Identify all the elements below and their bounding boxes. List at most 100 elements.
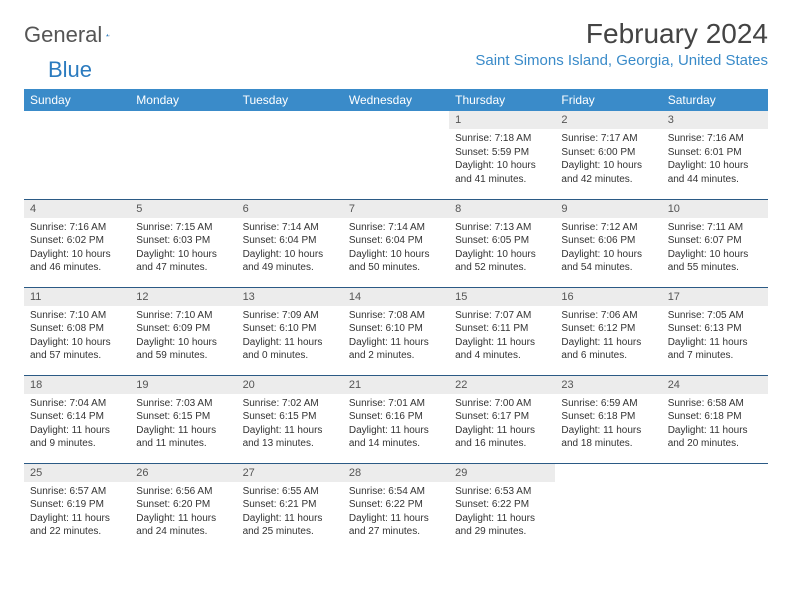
calendar-day-cell: 23Sunrise: 6:59 AMSunset: 6:18 PMDayligh… <box>555 375 661 463</box>
calendar-day-cell: 18Sunrise: 7:04 AMSunset: 6:14 PMDayligh… <box>24 375 130 463</box>
brand-name-1: General <box>24 22 102 48</box>
calendar-day-cell: 5Sunrise: 7:15 AMSunset: 6:03 PMDaylight… <box>130 199 236 287</box>
day-number: 9 <box>555 200 661 218</box>
day-details: Sunrise: 6:56 AMSunset: 6:20 PMDaylight:… <box>130 482 236 545</box>
day-details: Sunrise: 6:54 AMSunset: 6:22 PMDaylight:… <box>343 482 449 545</box>
calendar-day-cell: 24Sunrise: 6:58 AMSunset: 6:18 PMDayligh… <box>662 375 768 463</box>
day-details: Sunrise: 6:53 AMSunset: 6:22 PMDaylight:… <box>449 482 555 545</box>
calendar-day-cell: 8Sunrise: 7:13 AMSunset: 6:05 PMDaylight… <box>449 199 555 287</box>
calendar-day-cell: 29Sunrise: 6:53 AMSunset: 6:22 PMDayligh… <box>449 463 555 551</box>
day-details: Sunrise: 7:07 AMSunset: 6:11 PMDaylight:… <box>449 306 555 369</box>
calendar-day-cell: 22Sunrise: 7:00 AMSunset: 6:17 PMDayligh… <box>449 375 555 463</box>
day-details: Sunrise: 7:04 AMSunset: 6:14 PMDaylight:… <box>24 394 130 457</box>
calendar-body: ........1Sunrise: 7:18 AMSunset: 5:59 PM… <box>24 111 768 551</box>
calendar-week-row: ........1Sunrise: 7:18 AMSunset: 5:59 PM… <box>24 111 768 199</box>
day-details: Sunrise: 7:16 AMSunset: 6:02 PMDaylight:… <box>24 218 130 281</box>
day-number: 17 <box>662 288 768 306</box>
calendar-day-cell: 3Sunrise: 7:16 AMSunset: 6:01 PMDaylight… <box>662 111 768 199</box>
calendar-day-cell: .. <box>555 463 661 551</box>
day-details: Sunrise: 7:00 AMSunset: 6:17 PMDaylight:… <box>449 394 555 457</box>
day-number: 29 <box>449 464 555 482</box>
calendar-day-cell: .. <box>237 111 343 199</box>
day-details: Sunrise: 6:58 AMSunset: 6:18 PMDaylight:… <box>662 394 768 457</box>
day-number: 15 <box>449 288 555 306</box>
day-number: 10 <box>662 200 768 218</box>
day-details: Sunrise: 6:59 AMSunset: 6:18 PMDaylight:… <box>555 394 661 457</box>
brand-logo: General <box>24 22 128 48</box>
day-details: Sunrise: 7:16 AMSunset: 6:01 PMDaylight:… <box>662 129 768 192</box>
calendar-table: SundayMondayTuesdayWednesdayThursdayFrid… <box>24 89 768 551</box>
day-number: 12 <box>130 288 236 306</box>
calendar-day-cell: 14Sunrise: 7:08 AMSunset: 6:10 PMDayligh… <box>343 287 449 375</box>
day-details: Sunrise: 6:55 AMSunset: 6:21 PMDaylight:… <box>237 482 343 545</box>
day-number: 25 <box>24 464 130 482</box>
calendar-day-cell: 11Sunrise: 7:10 AMSunset: 6:08 PMDayligh… <box>24 287 130 375</box>
day-number: 27 <box>237 464 343 482</box>
day-details: Sunrise: 7:13 AMSunset: 6:05 PMDaylight:… <box>449 218 555 281</box>
calendar-day-cell: 2Sunrise: 7:17 AMSunset: 6:00 PMDaylight… <box>555 111 661 199</box>
calendar-day-cell: 21Sunrise: 7:01 AMSunset: 6:16 PMDayligh… <box>343 375 449 463</box>
calendar-day-cell: .. <box>343 111 449 199</box>
calendar-header-row: SundayMondayTuesdayWednesdayThursdayFrid… <box>24 89 768 111</box>
calendar-day-cell: 27Sunrise: 6:55 AMSunset: 6:21 PMDayligh… <box>237 463 343 551</box>
calendar-day-cell: .. <box>662 463 768 551</box>
day-number: 4 <box>24 200 130 218</box>
day-details: Sunrise: 7:15 AMSunset: 6:03 PMDaylight:… <box>130 218 236 281</box>
weekday-header: Wednesday <box>343 89 449 111</box>
calendar-day-cell: 1Sunrise: 7:18 AMSunset: 5:59 PMDaylight… <box>449 111 555 199</box>
calendar-day-cell: 17Sunrise: 7:05 AMSunset: 6:13 PMDayligh… <box>662 287 768 375</box>
day-number: 24 <box>662 376 768 394</box>
calendar-day-cell: 26Sunrise: 6:56 AMSunset: 6:20 PMDayligh… <box>130 463 236 551</box>
location-subtitle: Saint Simons Island, Georgia, United Sta… <box>475 52 768 69</box>
calendar-day-cell: 12Sunrise: 7:10 AMSunset: 6:09 PMDayligh… <box>130 287 236 375</box>
day-details: Sunrise: 7:18 AMSunset: 5:59 PMDaylight:… <box>449 129 555 192</box>
calendar-week-row: 11Sunrise: 7:10 AMSunset: 6:08 PMDayligh… <box>24 287 768 375</box>
calendar-day-cell: 7Sunrise: 7:14 AMSunset: 6:04 PMDaylight… <box>343 199 449 287</box>
calendar-day-cell: 15Sunrise: 7:07 AMSunset: 6:11 PMDayligh… <box>449 287 555 375</box>
day-number: 26 <box>130 464 236 482</box>
day-details: Sunrise: 7:14 AMSunset: 6:04 PMDaylight:… <box>343 218 449 281</box>
calendar-day-cell: 13Sunrise: 7:09 AMSunset: 6:10 PMDayligh… <box>237 287 343 375</box>
day-number: 16 <box>555 288 661 306</box>
weekday-header: Monday <box>130 89 236 111</box>
day-number: 23 <box>555 376 661 394</box>
weekday-header: Sunday <box>24 89 130 111</box>
day-details: Sunrise: 7:08 AMSunset: 6:10 PMDaylight:… <box>343 306 449 369</box>
brand-sail-icon <box>106 27 109 43</box>
calendar-day-cell: 10Sunrise: 7:11 AMSunset: 6:07 PMDayligh… <box>662 199 768 287</box>
title-block: February 2024 Saint Simons Island, Georg… <box>475 18 768 69</box>
day-number: 28 <box>343 464 449 482</box>
day-number: 22 <box>449 376 555 394</box>
day-number: 21 <box>343 376 449 394</box>
calendar-day-cell: 20Sunrise: 7:02 AMSunset: 6:15 PMDayligh… <box>237 375 343 463</box>
weekday-header: Thursday <box>449 89 555 111</box>
day-number: 11 <box>24 288 130 306</box>
day-number: 5 <box>130 200 236 218</box>
day-details: Sunrise: 7:01 AMSunset: 6:16 PMDaylight:… <box>343 394 449 457</box>
calendar-week-row: 18Sunrise: 7:04 AMSunset: 6:14 PMDayligh… <box>24 375 768 463</box>
day-number: 20 <box>237 376 343 394</box>
day-details: Sunrise: 7:10 AMSunset: 6:08 PMDaylight:… <box>24 306 130 369</box>
calendar-day-cell: 28Sunrise: 6:54 AMSunset: 6:22 PMDayligh… <box>343 463 449 551</box>
day-details: Sunrise: 6:57 AMSunset: 6:19 PMDaylight:… <box>24 482 130 545</box>
day-details: Sunrise: 7:02 AMSunset: 6:15 PMDaylight:… <box>237 394 343 457</box>
month-title: February 2024 <box>475 18 768 50</box>
calendar-day-cell: .. <box>24 111 130 199</box>
day-number: 14 <box>343 288 449 306</box>
day-details: Sunrise: 7:06 AMSunset: 6:12 PMDaylight:… <box>555 306 661 369</box>
day-details: Sunrise: 7:12 AMSunset: 6:06 PMDaylight:… <box>555 218 661 281</box>
weekday-header: Tuesday <box>237 89 343 111</box>
calendar-day-cell: 9Sunrise: 7:12 AMSunset: 6:06 PMDaylight… <box>555 199 661 287</box>
brand-name-2: Blue <box>48 57 92 83</box>
calendar-day-cell: 19Sunrise: 7:03 AMSunset: 6:15 PMDayligh… <box>130 375 236 463</box>
day-number: 8 <box>449 200 555 218</box>
day-details: Sunrise: 7:09 AMSunset: 6:10 PMDaylight:… <box>237 306 343 369</box>
day-number: 2 <box>555 111 661 129</box>
calendar-day-cell: 16Sunrise: 7:06 AMSunset: 6:12 PMDayligh… <box>555 287 661 375</box>
calendar-week-row: 4Sunrise: 7:16 AMSunset: 6:02 PMDaylight… <box>24 199 768 287</box>
calendar-day-cell: 25Sunrise: 6:57 AMSunset: 6:19 PMDayligh… <box>24 463 130 551</box>
day-details: Sunrise: 7:05 AMSunset: 6:13 PMDaylight:… <box>662 306 768 369</box>
day-number: 18 <box>24 376 130 394</box>
day-number: 7 <box>343 200 449 218</box>
calendar-day-cell: 6Sunrise: 7:14 AMSunset: 6:04 PMDaylight… <box>237 199 343 287</box>
